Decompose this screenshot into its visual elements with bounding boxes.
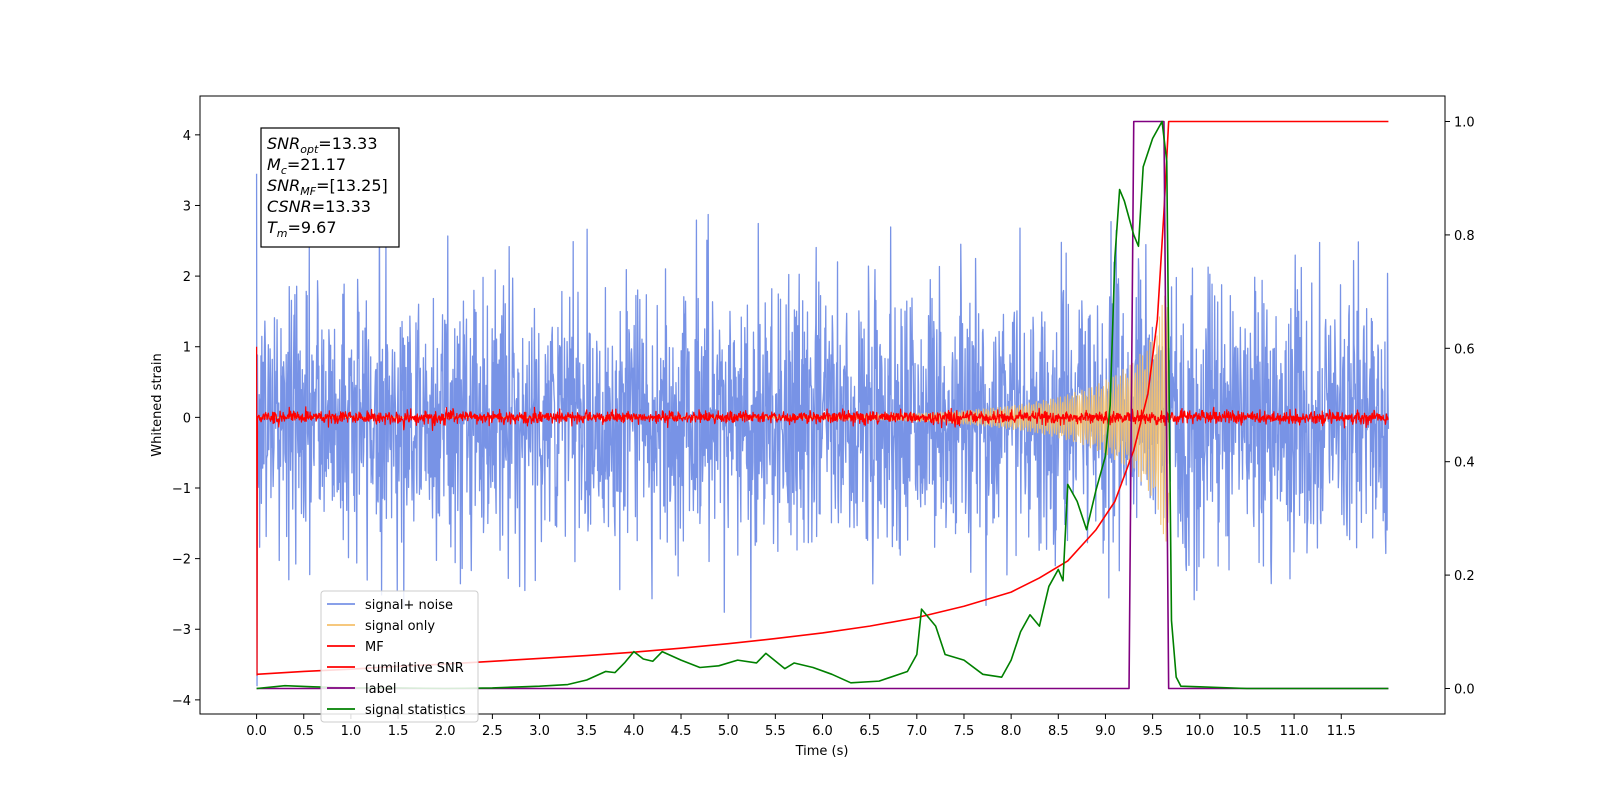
legend-label: signal+ noise (365, 598, 453, 613)
x-tick-label: 6.5 (859, 724, 880, 739)
annotation-line: CSNR=13.33 (267, 197, 371, 216)
x-tick-label: 11.5 (1327, 724, 1356, 739)
legend-label: MF (365, 640, 384, 655)
x-tick-label: 5.0 (718, 724, 739, 739)
x-tick-label: 5.5 (765, 724, 786, 739)
legend: signal+ noise signal only MF cumilative SNR… (320, 590, 479, 723)
x-tick-label: 7.5 (954, 724, 975, 739)
x-tick-label: 0.0 (246, 724, 267, 739)
x-tick-label: 3.0 (529, 724, 550, 739)
x-tick-label: 10.0 (1185, 724, 1214, 739)
y-tick-label-left: −2 (172, 553, 191, 568)
series-line (255, 346, 1389, 676)
x-tick-label: 3.5 (576, 724, 597, 739)
y-tick-label-left: 2 (183, 270, 191, 285)
y-tick-label-left: 4 (183, 129, 191, 144)
x-tick-label: 9.5 (1142, 724, 1163, 739)
legend-item: signal statistics (327, 703, 466, 718)
x-tick-label: 4.0 (624, 724, 645, 739)
y-tick-label-right: 0.4 (1454, 456, 1475, 471)
y-axis-right: 1.0 0.8 0.6 0.4 0.2 0.0 (1445, 116, 1475, 697)
y-axis-label: Whitened strain (150, 353, 165, 456)
legend-label: label (365, 682, 396, 697)
y-tick-label-left: −1 (172, 482, 191, 497)
x-axis-label: Time (s) (795, 744, 849, 759)
legend-item: label (327, 682, 396, 697)
x-tick-label: 7.0 (906, 724, 927, 739)
x-tick-label: 9.0 (1095, 724, 1116, 739)
x-tick-label: 0.5 (293, 724, 314, 739)
series-line (256, 120, 1389, 690)
x-tick-label: 2.0 (435, 724, 456, 739)
x-tick-label: 4.5 (671, 724, 692, 739)
y-tick-label-left: −3 (172, 623, 191, 638)
legend-frame (320, 590, 479, 723)
legend-item: signal only (327, 619, 435, 634)
y-tick-label-left: 1 (183, 341, 191, 356)
y-tick-label-right: 1.0 (1454, 116, 1475, 131)
y-tick-label-right: 0.0 (1454, 682, 1475, 697)
y-axis-left: 4 3 2 1 0 −1 −2 −3 −4 (172, 129, 200, 709)
x-tick-label: 8.0 (1001, 724, 1022, 739)
legend-item: cumilative SNR (327, 661, 464, 676)
legend-label: cumilative SNR (365, 661, 464, 676)
y-tick-label-right: 0.8 (1454, 229, 1475, 244)
x-tick-label: 6.0 (812, 724, 833, 739)
legend-item: signal+ noise (327, 598, 453, 613)
y-tick-label-right: 0.6 (1454, 342, 1475, 357)
series-line (255, 173, 1390, 687)
x-tick-label: 1.0 (341, 724, 362, 739)
y-tick-label-right: 0.2 (1454, 569, 1475, 584)
x-tick-label: 11.0 (1280, 724, 1309, 739)
x-axis: 0.0 0.5 1.0 1.5 2.0 2.5 3.0 3.5 4.0 4.5 5.0 5.5 6.0 6… (246, 714, 1356, 739)
series-line (256, 120, 1389, 690)
annotation-line: Mc=21.17 (267, 155, 346, 177)
annotation-line: Tm=9.67 (267, 218, 337, 240)
x-tick-label: 2.5 (482, 724, 503, 739)
legend-item: MF (327, 640, 384, 655)
x-tick-label: 1.5 (388, 724, 409, 739)
annotation-box: SNRopt=13.33Mc=21.17SNRMF=[13.25]CSNR=13… (260, 127, 400, 248)
annotation-frame (260, 127, 400, 248)
legend-label: signal only (365, 619, 435, 634)
annotation-line: SNRopt=13.33 (267, 134, 378, 156)
legend-label: signal statistics (365, 703, 466, 718)
y-tick-label-left: 3 (183, 199, 191, 214)
annotation-line: SNRMF=[13.25] (267, 176, 388, 198)
x-tick-label: 8.5 (1048, 724, 1069, 739)
x-tick-label: 10.5 (1232, 724, 1261, 739)
y-tick-label-left: −4 (172, 694, 191, 709)
y-tick-label-left: 0 (183, 411, 191, 426)
